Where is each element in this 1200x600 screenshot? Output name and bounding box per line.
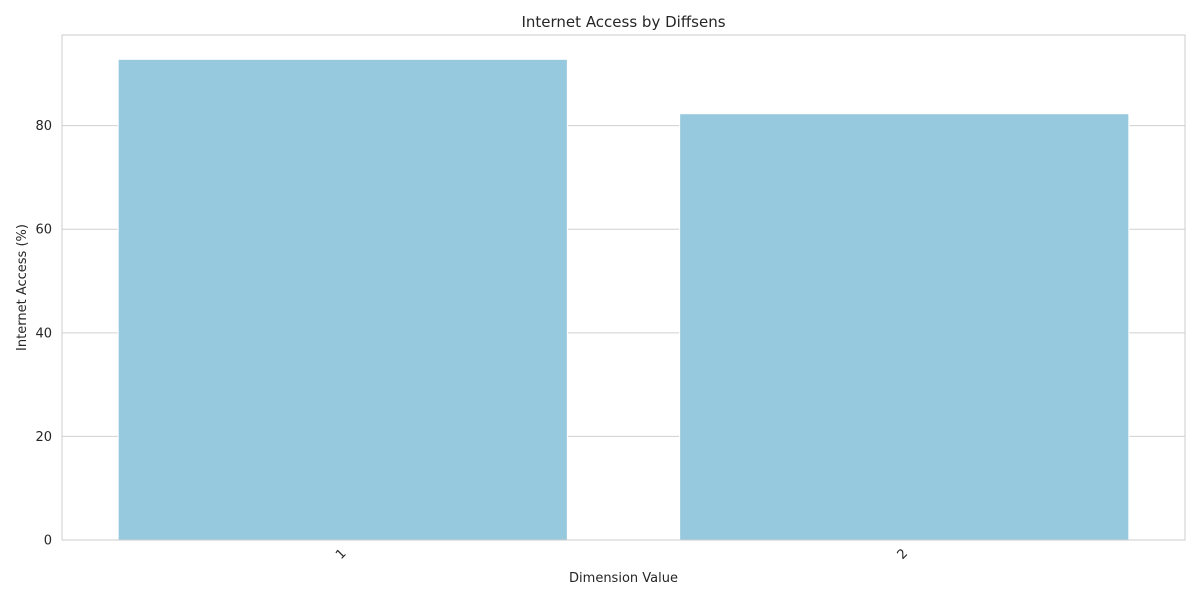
bar-1 bbox=[117, 58, 568, 541]
chart-title: Internet Access by Diffsens bbox=[521, 13, 725, 31]
y-tick-label: 40 bbox=[35, 326, 52, 341]
y-tick-label: 0 bbox=[44, 534, 52, 549]
y-axis-label: Internet Access (%) bbox=[15, 224, 30, 351]
bars bbox=[117, 58, 1130, 541]
plot-frame bbox=[61, 34, 1186, 541]
y-tick-label: 60 bbox=[35, 223, 52, 238]
x-axis-label: Dimension Value bbox=[569, 571, 678, 586]
y-tick-label: 80 bbox=[35, 119, 52, 134]
y-tick-labels: 0 20 40 60 80 bbox=[35, 119, 52, 548]
x-tick-label: 2 bbox=[895, 546, 911, 562]
y-tick-label: 20 bbox=[35, 430, 52, 445]
x-tick-label: 1 bbox=[333, 546, 349, 562]
bar-2 bbox=[679, 113, 1130, 541]
